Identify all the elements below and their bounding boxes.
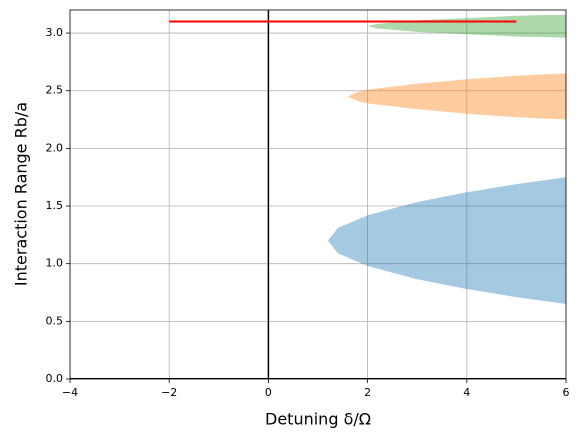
y-tick-label: 3.0 (46, 26, 64, 39)
y-tick-label: 2.0 (46, 141, 64, 154)
region (347, 73, 566, 120)
x-tick-label: −4 (62, 386, 78, 399)
y-tick-label: 1.5 (46, 199, 64, 212)
x-tick-label: 4 (463, 386, 470, 399)
x-tick-label: 2 (364, 386, 371, 399)
region (367, 14, 566, 38)
plot-frame (69, 9, 567, 380)
y-tick-label: 2.5 (46, 84, 64, 97)
x-tick-label: 6 (563, 386, 570, 399)
region (327, 177, 566, 305)
x-tick-label: 0 (265, 386, 272, 399)
y-tick-label: 0.0 (46, 372, 64, 385)
y-tick-label: 0.5 (46, 314, 64, 327)
plot-area (70, 10, 566, 379)
x-axis-label: Detuning δ/Ω (265, 410, 371, 429)
y-axis-label: Interaction Range Rb/a (12, 102, 31, 286)
x-tick-label: −2 (161, 386, 177, 399)
y-tick-label: 1.0 (46, 257, 64, 270)
